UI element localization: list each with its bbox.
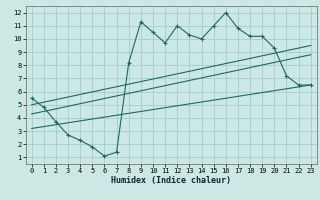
- X-axis label: Humidex (Indice chaleur): Humidex (Indice chaleur): [111, 176, 231, 185]
